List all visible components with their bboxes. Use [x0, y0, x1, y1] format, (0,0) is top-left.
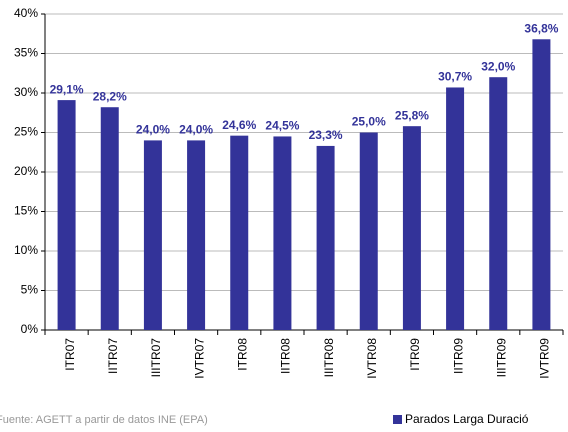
x-tick-label: IITR08: [279, 338, 293, 374]
bar: [57, 100, 76, 330]
x-tick-label: IVTR08: [365, 338, 379, 379]
x-tick-label: ITR09: [408, 338, 422, 371]
bar: [402, 126, 421, 331]
y-tick-label: 40%: [14, 6, 38, 20]
y-tick-label: 20%: [14, 164, 38, 178]
legend-swatch: [393, 415, 402, 424]
bar: [143, 140, 162, 330]
value-label: 25,8%: [395, 108, 429, 122]
value-label: 23,3%: [309, 128, 343, 142]
y-tick-label: 15%: [14, 204, 38, 218]
y-tick-label: 25%: [14, 125, 38, 139]
x-tick-label: IITR07: [106, 338, 120, 374]
bar: [316, 145, 335, 330]
value-label: 28,2%: [93, 89, 127, 103]
source-note: Fuente: AGETT a partir de datos INE (EPA…: [0, 414, 208, 426]
y-tick-label: 0%: [21, 322, 39, 336]
value-label: 24,5%: [265, 119, 299, 133]
bar: [489, 77, 508, 330]
value-label: 32,0%: [481, 59, 515, 73]
x-tick-label: ITR08: [235, 338, 249, 371]
value-label: 29,1%: [50, 82, 84, 96]
value-label: 24,0%: [136, 123, 170, 137]
x-tick-label: IIITR07: [149, 338, 163, 378]
x-tick-label: ITR07: [63, 338, 77, 371]
x-tick-label: IVTR09: [538, 338, 552, 379]
y-tick-label: 10%: [14, 243, 38, 257]
bar: [230, 135, 249, 330]
bar: [446, 87, 465, 330]
legend-label: Parados Larga Duració: [405, 412, 529, 426]
value-label: 30,7%: [438, 70, 472, 84]
x-tick-label: IVTR07: [192, 338, 206, 379]
bar: [532, 39, 551, 330]
value-label: 25,0%: [352, 115, 386, 129]
x-tick-label: IIITR08: [322, 338, 336, 378]
y-tick-label: 5%: [21, 283, 39, 297]
value-label: 24,6%: [222, 118, 256, 132]
y-tick-label: 35%: [14, 46, 38, 60]
y-tick-label: 30%: [14, 85, 38, 99]
bar: [273, 136, 292, 330]
x-tick-label: IITR09: [451, 338, 465, 374]
value-label: 24,0%: [179, 123, 213, 137]
value-label: 36,8%: [524, 21, 558, 35]
bar: [187, 140, 206, 330]
bar: [100, 107, 119, 330]
x-tick-label: IIITR09: [494, 338, 508, 378]
bar: [359, 132, 378, 330]
